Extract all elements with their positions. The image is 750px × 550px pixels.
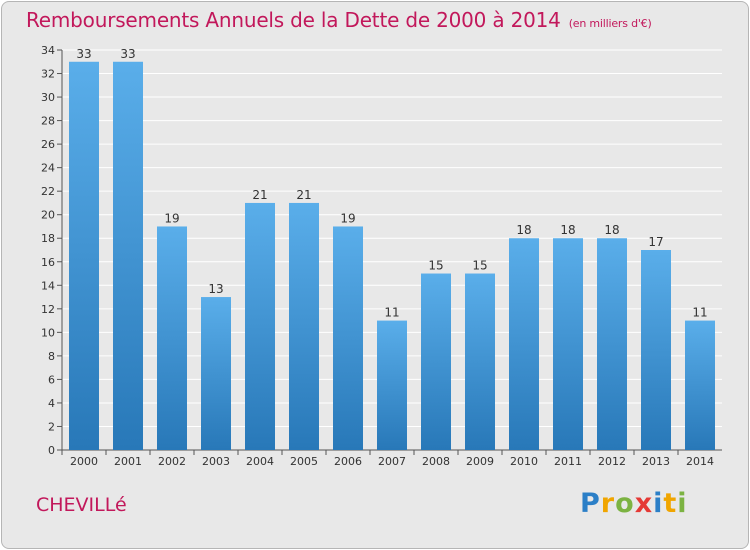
data-label: 19	[340, 211, 355, 225]
y-tick-label: 4	[48, 397, 55, 410]
x-tick-label: 2012	[598, 455, 626, 468]
data-label: 21	[252, 188, 267, 202]
bar	[641, 250, 671, 450]
y-tick-label: 24	[41, 162, 55, 175]
bar	[421, 273, 451, 450]
data-label: 18	[516, 223, 531, 237]
bar	[553, 238, 583, 450]
bar	[597, 238, 627, 450]
bar	[245, 202, 275, 450]
y-tick-label: 12	[41, 303, 55, 316]
bar	[157, 226, 187, 450]
bar	[289, 202, 319, 450]
y-tick-label: 6	[48, 373, 55, 386]
y-tick-label: 32	[41, 68, 55, 81]
bar	[201, 297, 231, 450]
x-tick-label: 2009	[466, 455, 494, 468]
logo-letter: P	[580, 488, 601, 519]
x-tick-label: 2006	[334, 455, 362, 468]
x-tick-label: 2014	[686, 455, 714, 468]
y-tick-label: 34	[41, 44, 55, 57]
bar	[333, 226, 363, 450]
x-tick-label: 2011	[554, 455, 582, 468]
x-tick-label: 2004	[246, 455, 274, 468]
y-tick-label: 28	[41, 115, 55, 128]
bars	[69, 61, 715, 450]
x-tick-label: 2005	[290, 455, 318, 468]
bar	[69, 61, 99, 450]
data-label: 18	[604, 223, 619, 237]
y-tick-label: 22	[41, 185, 55, 198]
chart-title-text: Remboursements Annuels de la Dette de 20…	[26, 8, 561, 32]
y-tick-label: 0	[48, 444, 55, 457]
data-label: 17	[648, 235, 663, 249]
logo-letter: i	[677, 488, 688, 519]
y-tick-label: 20	[41, 209, 55, 222]
data-label: 19	[164, 211, 179, 225]
x-tick-label: 2002	[158, 455, 186, 468]
bar	[685, 320, 715, 450]
proxiti-logo: Proxiti	[580, 488, 688, 519]
data-label: 21	[296, 188, 311, 202]
bar	[465, 273, 495, 450]
logo-letter: x	[634, 488, 654, 519]
bar	[377, 320, 407, 450]
data-label: 11	[692, 306, 707, 320]
y-tick-label: 14	[41, 279, 55, 292]
logo-letter: t	[663, 488, 678, 519]
y-tick-label: 26	[41, 138, 55, 151]
data-label: 11	[384, 306, 399, 320]
y-tick-label: 8	[48, 350, 55, 363]
x-tick-label: 2010	[510, 455, 538, 468]
data-label: 15	[472, 259, 487, 273]
y-tick-label: 30	[41, 91, 55, 104]
data-label: 33	[76, 47, 91, 61]
logo-letter: i	[653, 488, 664, 519]
x-tick-label: 2008	[422, 455, 450, 468]
data-labels: 33 33 19 13 21 21 19 11 15 15 18 18 18 17 11	[76, 47, 707, 320]
commune-name: CHEVILLé	[36, 494, 127, 516]
logo-letter: r	[600, 488, 616, 519]
x-tick-labels: 2000 2001 2002 2003 2004 2005 2006 2007 2008 2009…	[70, 455, 714, 468]
x-tick-label: 2001	[114, 455, 142, 468]
data-label: 18	[560, 223, 575, 237]
y-tick-label: 18	[41, 232, 55, 245]
data-label: 13	[208, 282, 223, 296]
y-tick-label: 10	[41, 326, 55, 339]
data-label: 33	[120, 47, 135, 61]
y-tick-label: 16	[41, 256, 55, 269]
bar	[509, 238, 539, 450]
data-label: 15	[428, 259, 443, 273]
x-tick-label: 2013	[642, 455, 670, 468]
y-tick-label: 2	[48, 420, 55, 433]
logo-letter: o	[615, 488, 635, 519]
x-tick-label: 2000	[70, 455, 98, 468]
x-tick-label: 2003	[202, 455, 230, 468]
chart-title: Remboursements Annuels de la Dette de 20…	[26, 8, 652, 32]
chart-unit: (en milliers d'€)	[568, 17, 652, 30]
x-tick-label: 2007	[378, 455, 406, 468]
bar	[113, 61, 143, 450]
